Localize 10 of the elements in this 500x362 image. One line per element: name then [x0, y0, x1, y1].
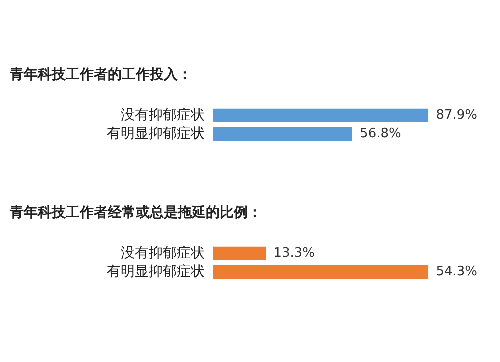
data-label: 54.3%	[436, 264, 478, 280]
data-label: 13.3%	[274, 246, 316, 262]
data-label: 87.9%	[436, 108, 478, 124]
chart-title: 青年科技工作者的工作投入：	[9, 66, 193, 85]
y-tick-label: 有明显抑郁症状	[107, 126, 205, 142]
y-tick-label: 有明显抑郁症状	[107, 264, 205, 280]
data-label: 56.8%	[360, 126, 402, 142]
y-tick-label: 没有抑郁症状	[121, 245, 205, 262]
chart-title: 青年科技工作者经常或总是拖延的比例：	[9, 204, 263, 223]
y-tick-label: 没有抑郁症状	[121, 107, 205, 124]
